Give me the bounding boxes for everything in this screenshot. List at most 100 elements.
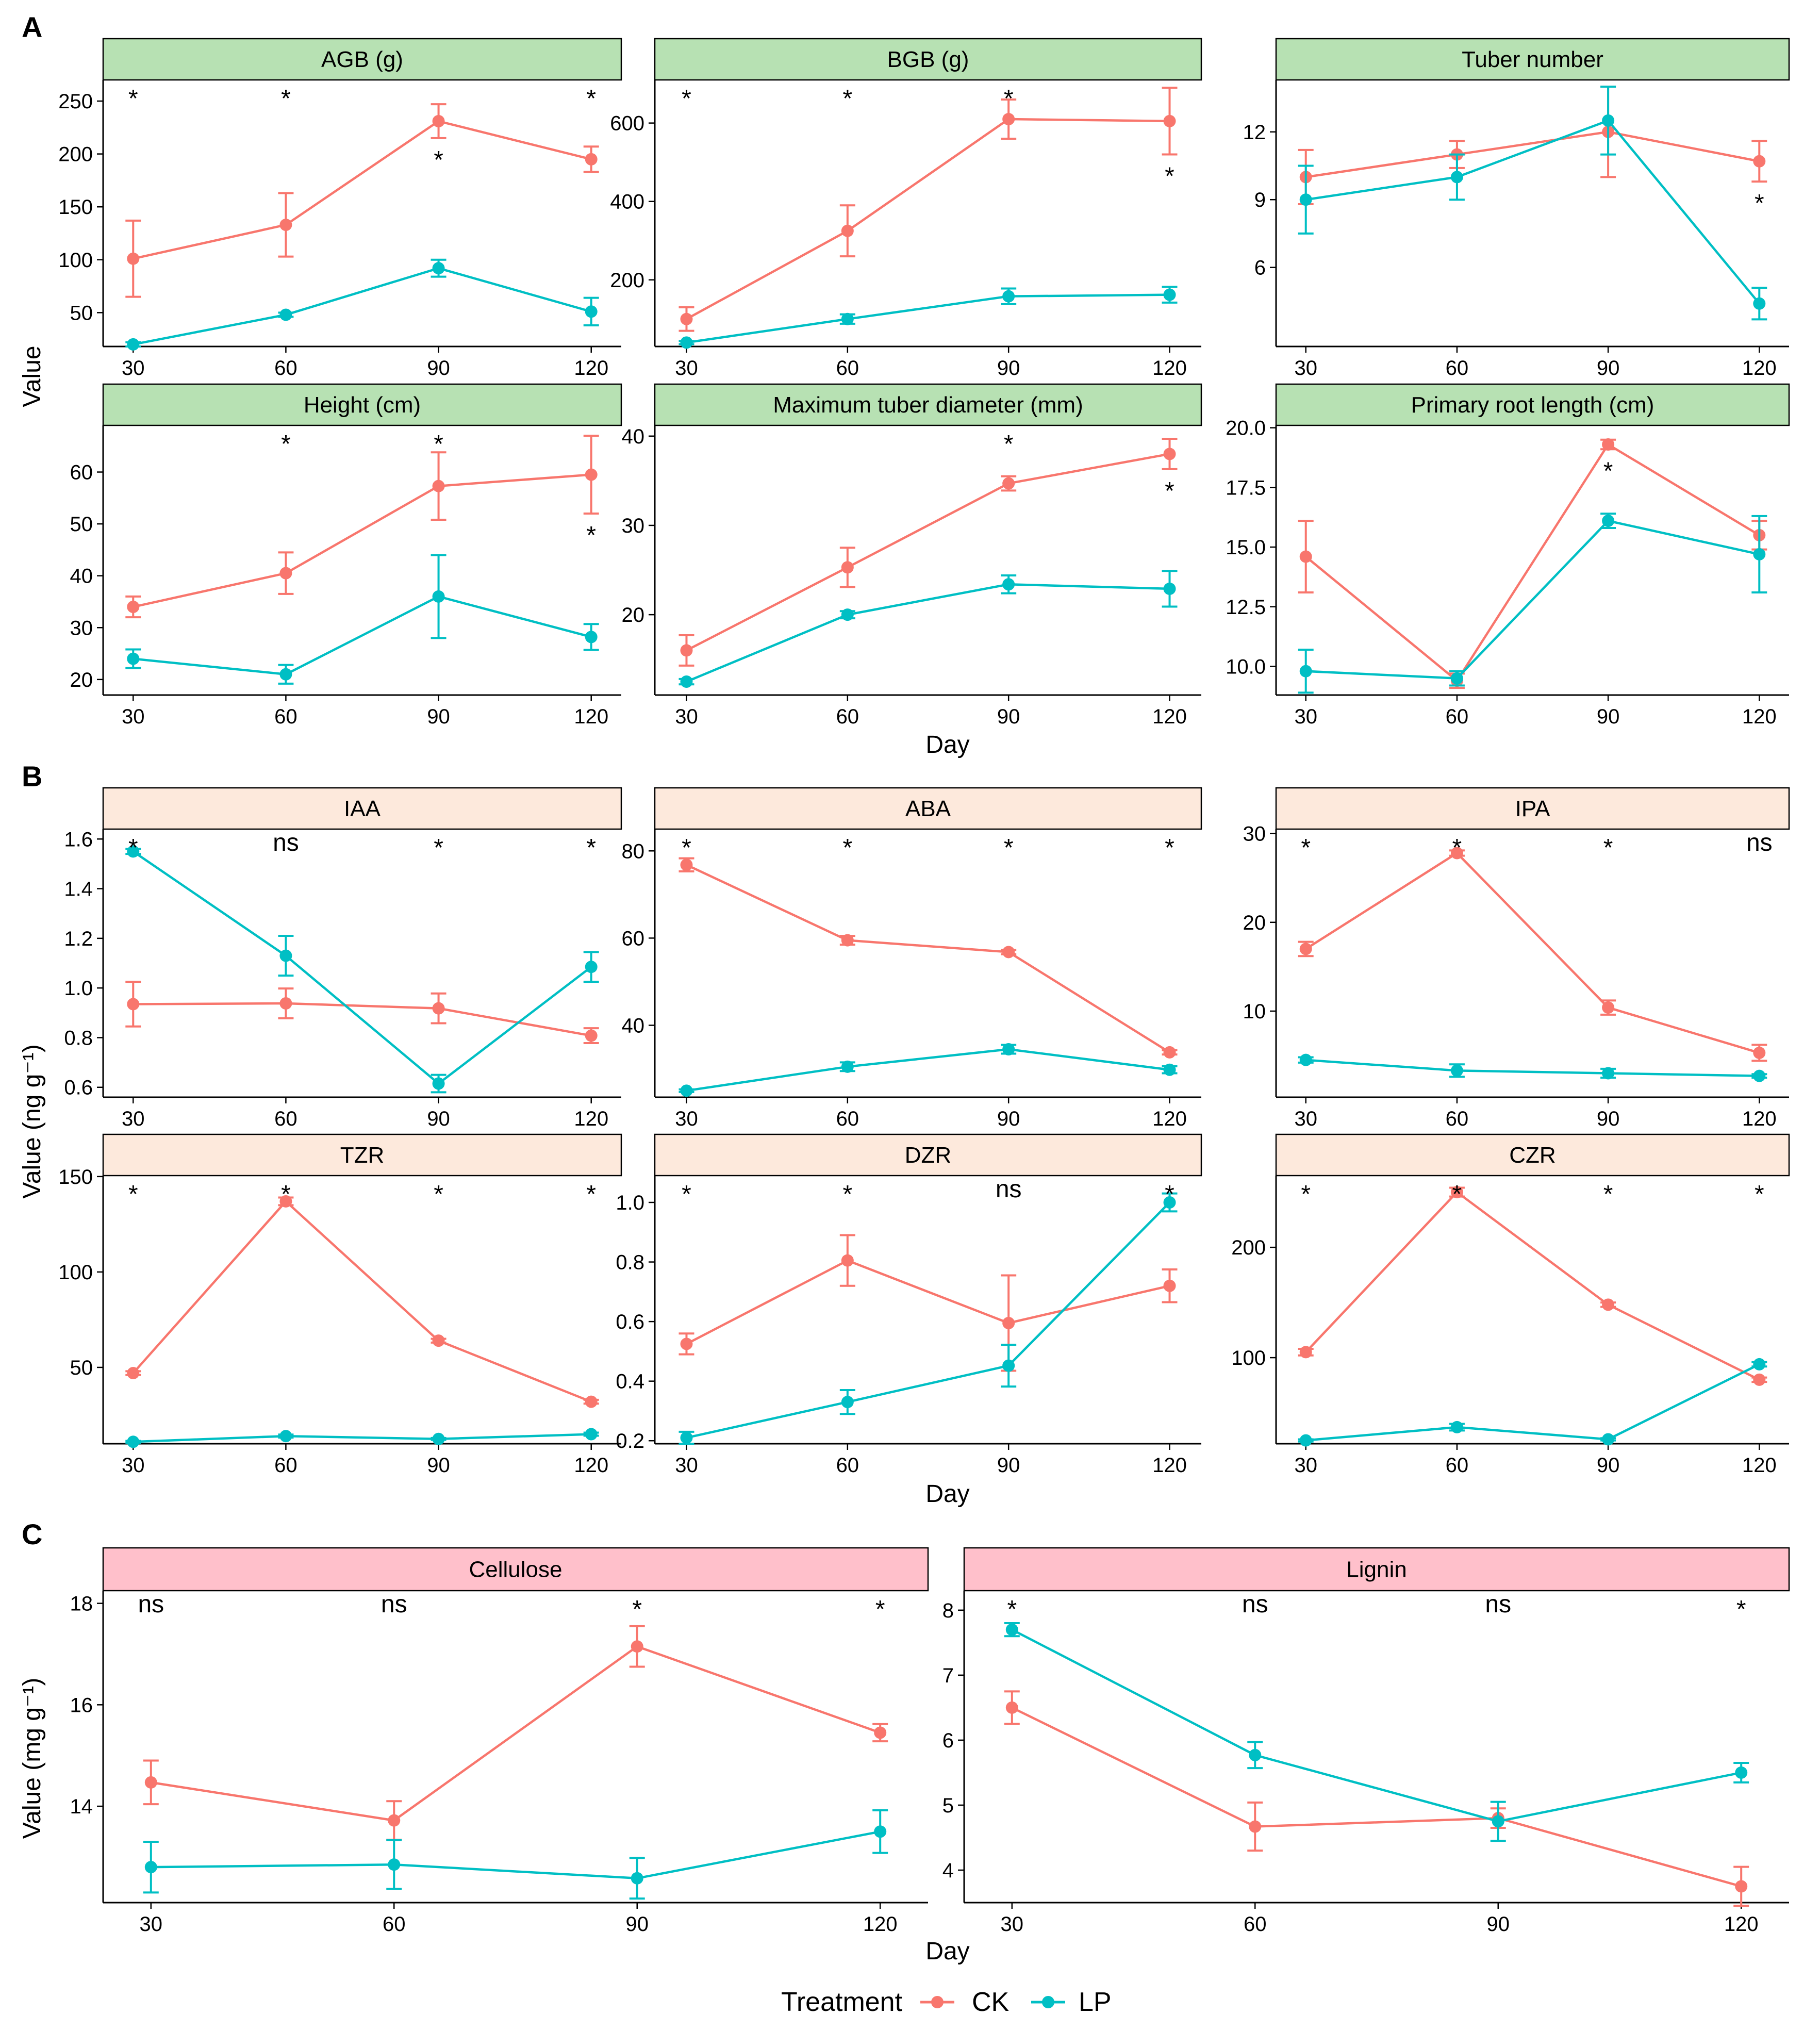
- panel-8-x-tick-label-3: 120: [1152, 1108, 1187, 1130]
- panel-13-sig-top-0: ns: [138, 1591, 164, 1618]
- panel-5-series-ck-point-2: [1002, 477, 1015, 490]
- panel-10-series-lp: [125, 1428, 599, 1448]
- panel-6-series-lp-point-0: [1299, 665, 1312, 678]
- panel-9-series-lp-point-0: [1299, 1053, 1312, 1066]
- panel-10-series-lp-point-1: [279, 1430, 292, 1443]
- panel-12-series-lp-point-3: [1753, 1358, 1766, 1370]
- panel-10-y-tick-label-0: 50: [70, 1357, 93, 1379]
- panel-2-sig-bottom-3: *: [1165, 162, 1174, 190]
- panel-6-strip: [1275, 383, 1790, 426]
- panel-14: Lignin 4 5 6 7 8 30 60 90 120 * ns ns *: [942, 1547, 1790, 1936]
- panel-2-series-lp-line: [686, 293, 1170, 344]
- panel-11-series-ck-line: [686, 1259, 1170, 1345]
- panel-10-sig-top-1: *: [281, 1181, 291, 1208]
- panel-13-series-lp-point-3: [874, 1825, 887, 1838]
- panel-13-strip-title: Cellulose: [469, 1557, 562, 1582]
- panel-7-sig-top-3: *: [586, 834, 596, 862]
- panel-14-series-lp-point-1: [1249, 1748, 1262, 1761]
- panel-11-y-tick-label-2: 0.6: [616, 1311, 644, 1333]
- panel-14-strip: [963, 1547, 1790, 1592]
- panel-4-series-ck-line: [133, 473, 591, 608]
- panel-12-sig-top-0: *: [1301, 1181, 1311, 1208]
- panel-9-y-tick-label-2: 30: [1243, 823, 1266, 846]
- panel-12-x-tick-label-2: 90: [1597, 1454, 1620, 1477]
- panel-6-x-tick-label-2: 90: [1597, 705, 1620, 728]
- panel-9-series-lp: [1298, 1053, 1767, 1082]
- panel-8: ABA 40 60 80 30 60 90 120 * * * *: [622, 787, 1202, 1130]
- panel-6-series-lp-point-2: [1602, 515, 1615, 527]
- panel-9-series-lp-line: [1305, 1059, 1760, 1077]
- panel-7-y-tick-label-3: 1.2: [64, 928, 93, 950]
- panel-13-x-tick-label-2: 90: [625, 1913, 649, 1936]
- panel-2-x-tick-label-1: 60: [836, 357, 859, 379]
- panel-6-x-tick-label-1: 60: [1446, 705, 1469, 728]
- panel-2-series-ck-point-3: [1163, 114, 1176, 127]
- panel-8-y-tick-label-1: 60: [622, 927, 645, 950]
- panel-7-x-tick-label-3: 120: [574, 1108, 608, 1130]
- panel-5-series-lp-line: [686, 583, 1170, 683]
- panel-2-y-tick-label-1: 400: [610, 191, 644, 213]
- panel-1-sig-top-0: *: [128, 85, 138, 112]
- panel-12-series-lp: [1298, 1358, 1767, 1447]
- panel-2: BGB (g) 200 400 600 30 60 90 120 * * * *: [610, 38, 1202, 379]
- panel-5-series-lp-point-1: [841, 608, 854, 621]
- panel-12-series-lp-line: [1305, 1363, 1760, 1442]
- panel-14-x-tick-label-1: 60: [1244, 1913, 1267, 1936]
- panel-12-strip: [1275, 1133, 1790, 1177]
- panel-4-series-lp-point-0: [127, 652, 140, 665]
- panel-8-sig-top-2: *: [1004, 834, 1014, 862]
- panel-2-series-lp-point-3: [1163, 288, 1176, 301]
- panel-4-y-tick-label-1: 30: [70, 617, 93, 639]
- panel-8-series-ck-point-1: [841, 934, 854, 947]
- panel-12-series-ck-point-2: [1602, 1298, 1615, 1311]
- panel-12-sig-top-1: *: [1452, 1181, 1462, 1208]
- panel-11-series-lp-point-1: [841, 1396, 854, 1409]
- panel-3-series-lp-point-3: [1753, 297, 1766, 310]
- panel-6-sig-bottom-2: *: [1603, 457, 1613, 485]
- panel-9-series-ck-point-0: [1299, 943, 1312, 955]
- panel-13: Cellulose 14 16 18 30 60 90 120 ns ns * *: [70, 1547, 929, 1936]
- panel-14-sig-top-2: ns: [1485, 1591, 1511, 1618]
- panel-13-y-tick-label-1: 16: [70, 1694, 93, 1716]
- panel-8-series-ck-line: [686, 864, 1170, 1053]
- panel-3-series-lp-point-1: [1450, 171, 1463, 184]
- panel-10-series-ck: [125, 1195, 599, 1408]
- panel-2-series-ck-line: [686, 118, 1170, 320]
- panel-12-strip-title: CZR: [1509, 1143, 1556, 1168]
- panel-13-series-ck-point-3: [874, 1726, 887, 1739]
- panel-7-series-lp-line: [133, 850, 592, 1085]
- panel-8-x-tick-label-2: 90: [997, 1108, 1020, 1130]
- panel-12-y-tick-label-1: 200: [1231, 1236, 1266, 1259]
- panel-14-series-ck-point-1: [1249, 1820, 1262, 1833]
- panel-7-y-tick-label-4: 1.4: [64, 878, 93, 901]
- panel-8-series-ck-point-0: [680, 858, 693, 871]
- panel-8-series-ck-point-3: [1163, 1046, 1176, 1059]
- panel-1-series-ck-point-0: [127, 252, 140, 265]
- panel-6-y-tick-label-2: 15.0: [1226, 536, 1266, 559]
- panel-1-y-tick-label-2: 150: [58, 196, 93, 219]
- panel-4-x-tick-label-2: 90: [427, 705, 450, 728]
- panel-7-strip-title: IAA: [344, 796, 381, 821]
- panel-1-x-tick-label-1: 60: [274, 357, 297, 379]
- panel-7-x-tick-label-1: 60: [274, 1108, 297, 1130]
- panel-4-series-lp-point-2: [432, 590, 445, 603]
- panel-4-series-ck-point-3: [585, 468, 598, 481]
- panel-13-x-tick-label-3: 120: [863, 1913, 898, 1936]
- panel-5-series-ck: [679, 437, 1178, 667]
- panel-1-series-ck: [125, 103, 599, 298]
- panel-5-y-tick-label-0: 20: [622, 604, 645, 626]
- panel-8-x-tick-label-0: 30: [675, 1108, 698, 1130]
- panel-8-series-lp-point-2: [1002, 1043, 1015, 1055]
- panel-8-series-lp: [679, 1043, 1178, 1097]
- panel-13-sig-top-3: *: [875, 1596, 885, 1623]
- panel-4-series-lp-point-3: [585, 631, 598, 643]
- panel-6-y-tick-label-4: 20.0: [1226, 417, 1266, 440]
- panel-7-series-lp-point-3: [585, 961, 598, 973]
- panel-3: Tuber number 6 9 12 30 60 90 120 *: [1243, 38, 1790, 379]
- panel-6-x-tick-label-0: 30: [1294, 705, 1317, 728]
- panel-1-strip: [102, 38, 622, 81]
- panel-8-y-tick-label-0: 40: [622, 1014, 645, 1037]
- panel-10-sig-top-0: *: [128, 1181, 138, 1208]
- panel-1-x-tick-label-0: 30: [122, 357, 145, 379]
- panel-2-x-tick-label-2: 90: [997, 357, 1020, 379]
